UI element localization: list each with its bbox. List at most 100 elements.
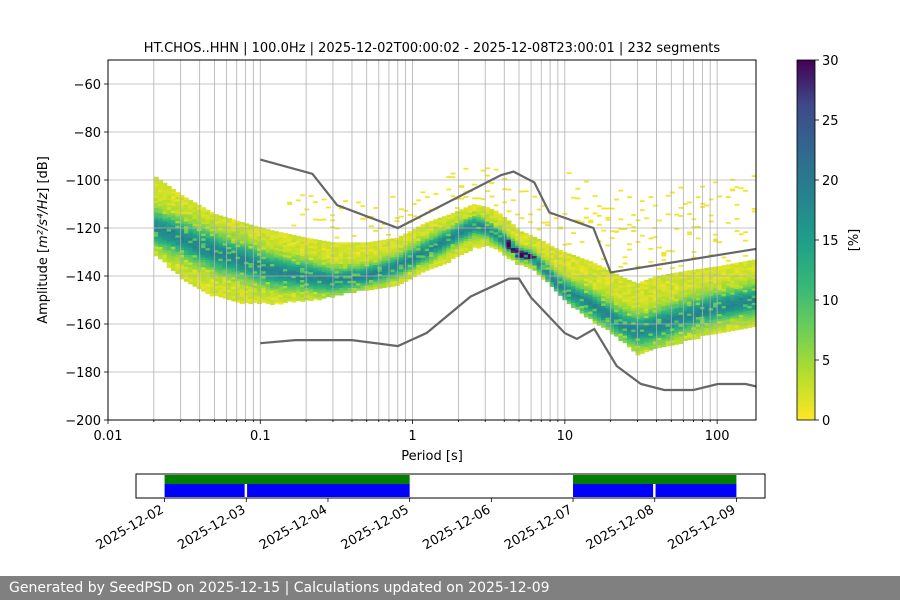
heatmap-cell <box>476 233 482 237</box>
heatmap-cell <box>325 241 331 245</box>
heatmap-cell <box>588 297 594 300</box>
heatmap-cell <box>420 231 426 235</box>
heatmap-cell <box>626 315 632 319</box>
heatmap-cell <box>317 297 323 301</box>
heatmap-cell <box>652 293 658 297</box>
heatmap-outlier-cell <box>502 177 508 180</box>
heatmap-cell <box>201 286 207 290</box>
heatmap-cell <box>519 262 525 266</box>
heatmap-outlier-cell <box>687 201 693 204</box>
heatmap-cell <box>751 264 756 268</box>
heatmap-cell <box>153 205 159 209</box>
heatmap-cell <box>596 301 602 305</box>
heatmap-cell <box>226 287 232 291</box>
heatmap-cell <box>532 244 538 247</box>
heatmap-cell <box>278 299 284 303</box>
heatmap-outlier-cell <box>351 234 357 237</box>
heatmap-cell <box>502 245 508 249</box>
heatmap-cell <box>708 303 714 306</box>
heatmap-cell <box>312 287 318 290</box>
heatmap-cell <box>639 291 645 294</box>
heatmap-cell <box>158 179 164 183</box>
heatmap-cell <box>433 231 439 234</box>
heatmap-cell <box>558 276 564 280</box>
heatmap-cell <box>549 265 555 268</box>
heatmap-cell <box>231 267 237 271</box>
heatmap-cell <box>158 191 164 195</box>
heatmap-cell <box>278 287 284 291</box>
heatmap-cell <box>751 286 756 289</box>
heatmap-cell <box>312 275 318 278</box>
heatmap-cell <box>631 339 637 342</box>
heatmap-outlier-cell <box>416 199 422 202</box>
heatmap-cell <box>601 315 607 319</box>
heatmap-cell <box>519 250 525 254</box>
heatmap-cell <box>717 292 723 296</box>
heatmap-cell <box>295 269 301 273</box>
heatmap-cell <box>687 327 693 331</box>
heatmap-cell <box>235 249 241 253</box>
heatmap-cell <box>639 281 645 285</box>
heatmap-cell <box>407 247 413 251</box>
heatmap-cell <box>343 280 348 284</box>
heatmap-cell <box>351 252 357 255</box>
heatmap-cell <box>592 270 598 274</box>
heatmap-cell <box>450 225 456 228</box>
heatmap-cell <box>596 265 602 269</box>
heatmap-cell <box>201 221 207 225</box>
heatmap-cell <box>472 228 478 231</box>
heatmap-cell <box>639 339 645 342</box>
heatmap-cell <box>278 284 284 288</box>
heatmap-cell <box>171 203 176 207</box>
heatmap-outlier-cell <box>622 228 628 230</box>
heatmap-outlier-cell <box>618 228 624 231</box>
heatmap-cell <box>467 210 473 213</box>
heatmap-cell <box>235 299 241 303</box>
heatmap-cell <box>480 239 486 243</box>
heatmap-cell <box>300 267 305 271</box>
heatmap-cell <box>312 284 318 288</box>
heatmap-cell <box>166 200 172 204</box>
heatmap-cell <box>291 280 297 284</box>
heatmap-cell <box>695 269 701 272</box>
timeline-tick-label: 2025-12-09 <box>665 502 738 553</box>
heatmap-cell <box>235 230 241 234</box>
heatmap-cell <box>248 265 254 269</box>
heatmap-cell <box>360 280 366 284</box>
heatmap-outlier-cell <box>420 191 426 194</box>
heatmap-cell <box>588 304 594 308</box>
heatmap-cell <box>347 273 353 277</box>
heatmap-cell <box>725 329 731 332</box>
heatmap-cell <box>304 288 310 291</box>
heatmap-cell <box>183 247 189 251</box>
heatmap-cell <box>347 283 353 286</box>
heatmap-cell <box>678 276 684 280</box>
heatmap-cell <box>183 214 189 217</box>
heatmap-cell <box>312 241 318 245</box>
heatmap-cell <box>502 219 508 223</box>
heatmap-cell <box>175 252 181 255</box>
coverage-span-blue <box>247 484 410 497</box>
heatmap-cell <box>205 267 211 271</box>
heatmap-cell <box>480 244 486 248</box>
heatmap-cell <box>751 274 756 277</box>
heatmap-cell <box>695 278 701 282</box>
heatmap-cell <box>420 229 426 232</box>
heatmap-cell <box>235 237 241 241</box>
heatmap-cell <box>343 261 348 265</box>
heatmap-cell <box>192 267 198 270</box>
heatmap-cell <box>244 271 250 275</box>
heatmap-cell <box>291 299 297 303</box>
colorbar-tick-label: 20 <box>822 174 839 189</box>
heatmap-cell <box>734 279 740 283</box>
heatmap-cell <box>575 275 581 279</box>
heatmap-cell <box>209 252 215 256</box>
heatmap-cell <box>476 205 482 208</box>
heatmap-cell <box>639 348 645 352</box>
heatmap-cell <box>381 261 387 265</box>
heatmap-cell <box>420 245 426 249</box>
heatmap-cell <box>596 318 602 321</box>
heatmap-cell <box>287 253 293 256</box>
heatmap-cell <box>515 240 521 244</box>
heatmap-cell <box>583 307 589 311</box>
